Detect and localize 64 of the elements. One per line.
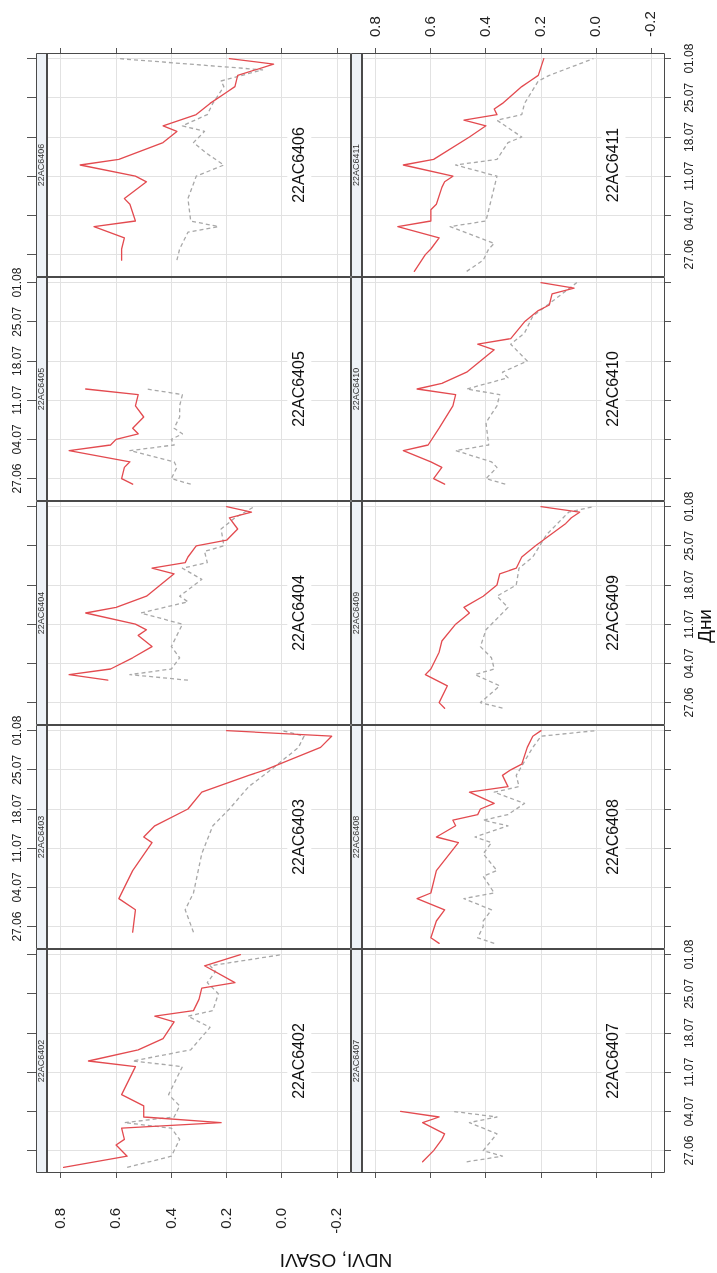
y-tick-label: 01.08 (10, 715, 25, 746)
y-tick-label: 18.07 (682, 569, 697, 601)
annotation: 22AC6402 (289, 1023, 307, 1099)
annotation: 22AC6407 (603, 1023, 621, 1099)
y-tick-label: 27.06 (682, 1135, 697, 1166)
text: 22AC6404 (36, 591, 47, 635)
x-tick-label: -0.2 (641, 11, 659, 37)
annotation: 22AC6410 (603, 351, 621, 427)
y-tick-label: 04.07 (682, 1096, 697, 1127)
y-tick-label: 01.08 (682, 491, 697, 522)
x-tick-label: 0.4 (476, 16, 494, 37)
y-tick-label: 11.07 (682, 609, 697, 639)
x-tick-label: 0.8 (50, 1208, 68, 1229)
text: 22AC6402 (36, 1039, 47, 1083)
x-tick-label: -0.2 (327, 1208, 345, 1234)
annotation: 22AC6404 (289, 575, 307, 651)
y-tick-label: 27.06 (10, 911, 25, 942)
x-tick-label: 0.2 (216, 1208, 234, 1229)
x-axis-title: NDVI, OSAVI (279, 1249, 393, 1271)
x-tick-label: 0.8 (365, 16, 383, 37)
y-tick-label: 25.07 (682, 978, 697, 1009)
y-axis-title: Дни (694, 609, 716, 643)
y-tick-label: 01.08 (682, 43, 697, 74)
x-tick-label: 0.0 (272, 1208, 290, 1229)
y-tick-label: 04.07 (682, 648, 697, 679)
y-tick-label: 01.08 (10, 267, 25, 298)
y-tick-label: 25.07 (10, 754, 25, 785)
y-tick-label: 27.06 (10, 463, 25, 494)
y-tick-label: 27.06 (682, 239, 697, 270)
y-tick-label: 25.07 (10, 306, 25, 337)
x-tick-label: 0.6 (106, 1208, 124, 1229)
y-tick-label: 04.07 (682, 200, 697, 231)
y-tick-label: 04.07 (10, 424, 25, 455)
y-tick-label: 25.07 (682, 530, 697, 561)
y-tick-label: 18.07 (10, 345, 25, 377)
annotation: 22AC6408 (603, 799, 621, 875)
y-tick-label: 11.07 (10, 833, 25, 863)
annotation: 22AC6403 (289, 799, 307, 875)
y-tick-label: 18.07 (10, 793, 25, 825)
y-tick-label: 01.08 (682, 939, 697, 970)
annotation: 22AC6405 (289, 351, 307, 427)
text: 22AC6405 (36, 367, 47, 411)
y-tick-label: 18.07 (682, 121, 697, 153)
y-tick-label: 04.07 (10, 872, 25, 903)
y-tick-label: 27.06 (682, 687, 697, 718)
text: 22AC6410 (351, 367, 362, 411)
text: 22AC6408 (351, 815, 362, 859)
text: 22AC6409 (351, 591, 362, 635)
y-tick-label: 11.07 (682, 1057, 697, 1087)
x-tick-label: 0.4 (161, 1208, 179, 1229)
annotation: 22AC6406 (289, 127, 307, 203)
x-tick-label: 0.0 (586, 16, 604, 37)
x-tick-label: 0.2 (531, 16, 549, 37)
annotation: 22AC6411 (603, 127, 621, 203)
text: 22AC6403 (36, 815, 47, 859)
annotation: 22AC6409 (603, 575, 621, 651)
x-tick-label: 0.6 (421, 16, 438, 37)
text: 22AC6406 (36, 143, 47, 187)
text: 22AC6407 (351, 1039, 362, 1083)
text: 22AC6411 (351, 144, 362, 186)
y-tick-label: 18.07 (682, 1017, 697, 1049)
y-tick-label: 11.07 (682, 161, 697, 191)
y-tick-label: 11.07 (10, 385, 25, 415)
y-tick-label: 25.07 (682, 82, 697, 113)
